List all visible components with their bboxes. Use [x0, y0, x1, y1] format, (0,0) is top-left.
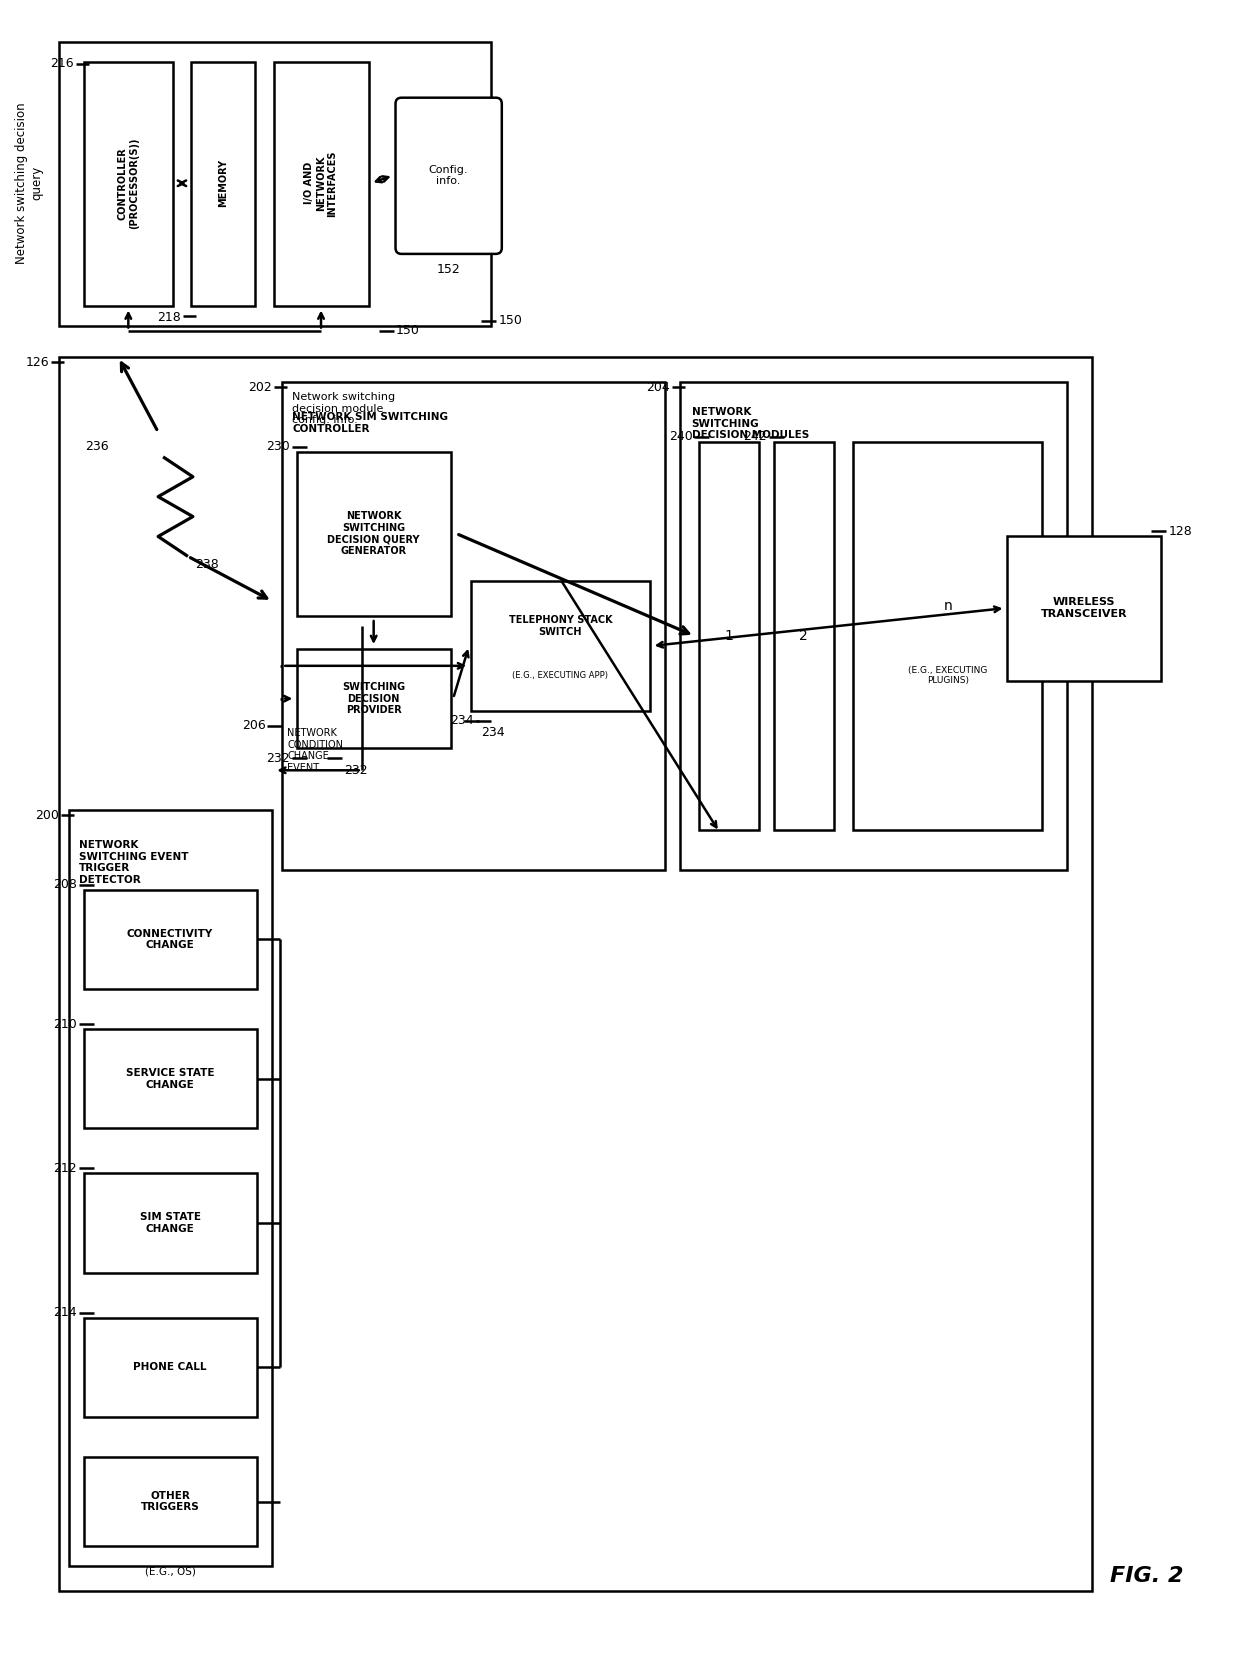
Text: 232: 232 — [343, 764, 367, 777]
Bar — [83, 1318, 258, 1417]
Text: 240: 240 — [668, 430, 692, 443]
Bar — [699, 442, 759, 830]
Text: Config.
info.: Config. info. — [428, 164, 467, 187]
Text: NETWORK
SWITCHING
DECISION MODULES: NETWORK SWITCHING DECISION MODULES — [692, 407, 808, 440]
Text: 234: 234 — [481, 726, 505, 739]
Text: 208: 208 — [53, 878, 77, 892]
Text: 236: 236 — [84, 440, 108, 453]
Text: 204: 204 — [646, 380, 670, 394]
Bar — [774, 442, 833, 830]
Text: OTHER
TRIGGERS: OTHER TRIGGERS — [140, 1490, 200, 1512]
Text: 128: 128 — [1168, 524, 1192, 538]
Bar — [853, 442, 1042, 830]
Text: Network switching
decision module
config. info.: Network switching decision module config… — [293, 392, 396, 425]
Text: SWITCHING
DECISION
PROVIDER: SWITCHING DECISION PROVIDER — [342, 681, 405, 715]
Bar — [298, 648, 451, 748]
Text: SIM STATE
CHANGE: SIM STATE CHANGE — [140, 1212, 201, 1234]
Text: 242: 242 — [744, 430, 768, 443]
Bar — [283, 382, 665, 870]
Bar — [68, 810, 273, 1566]
Text: 218: 218 — [157, 311, 181, 324]
Text: 232: 232 — [267, 753, 290, 764]
Bar — [83, 1457, 258, 1546]
Text: NETWORK
CONDITION
CHANGE
EVENT: NETWORK CONDITION CHANGE EVENT — [288, 728, 343, 772]
Text: CONTROLLER
(PROCESSOR(S)): CONTROLLER (PROCESSOR(S)) — [118, 137, 139, 228]
Bar — [1007, 536, 1162, 681]
Text: NETWORK
SWITCHING EVENT
TRIGGER
DETECTOR: NETWORK SWITCHING EVENT TRIGGER DETECTOR — [78, 840, 188, 885]
Text: PHONE CALL: PHONE CALL — [133, 1363, 207, 1373]
Text: 150: 150 — [498, 314, 523, 327]
Text: NETWORK
SWITCHING
DECISION QUERY
GENERATOR: NETWORK SWITCHING DECISION QUERY GENERAT… — [327, 511, 420, 556]
Text: n: n — [944, 599, 952, 614]
Text: 230: 230 — [267, 440, 290, 453]
Text: Network switching decision
query: Network switching decision query — [15, 103, 43, 265]
Bar — [83, 890, 258, 989]
Bar — [191, 61, 255, 306]
Bar — [298, 452, 451, 615]
Text: 234: 234 — [450, 715, 474, 728]
Text: 206: 206 — [242, 719, 265, 733]
Text: (E.G., OS): (E.G., OS) — [145, 1566, 196, 1576]
Text: (E.G., EXECUTING APP): (E.G., EXECUTING APP) — [512, 672, 609, 680]
Text: 126: 126 — [25, 356, 48, 369]
Text: TELEPHONY STACK
SWITCH: TELEPHONY STACK SWITCH — [508, 615, 613, 637]
Text: WIRELESS
TRANSCEIVER: WIRELESS TRANSCEIVER — [1040, 597, 1127, 619]
Text: FIG. 2: FIG. 2 — [1110, 1566, 1183, 1586]
Bar — [680, 382, 1066, 870]
Text: SERVICE STATE
CHANGE: SERVICE STATE CHANGE — [125, 1068, 215, 1090]
Text: 200: 200 — [35, 809, 58, 822]
Text: (E.G., EXECUTING
PLUGINS): (E.G., EXECUTING PLUGINS) — [908, 667, 987, 685]
Text: MEMORY: MEMORY — [218, 159, 228, 207]
Text: 152: 152 — [436, 263, 460, 276]
Text: I/O AND
NETWORK
INTERFACES: I/O AND NETWORK INTERFACES — [305, 151, 337, 217]
Text: 202: 202 — [248, 380, 273, 394]
Bar — [274, 61, 368, 306]
Bar — [58, 357, 1091, 1591]
Bar — [83, 1173, 258, 1272]
Text: 238: 238 — [195, 557, 218, 571]
Bar — [58, 41, 491, 326]
Text: 2: 2 — [800, 629, 808, 643]
Text: 1: 1 — [725, 629, 734, 643]
Text: 216: 216 — [50, 58, 73, 71]
Text: 214: 214 — [53, 1307, 77, 1318]
FancyBboxPatch shape — [396, 98, 502, 255]
Text: 212: 212 — [53, 1161, 77, 1174]
Bar — [83, 1029, 258, 1128]
Text: 150: 150 — [396, 324, 419, 337]
Text: 210: 210 — [53, 1017, 77, 1030]
Text: NETWORK SIM SWITCHING
CONTROLLER: NETWORK SIM SWITCHING CONTROLLER — [293, 412, 448, 433]
Text: CONNECTIVITY
CHANGE: CONNECTIVITY CHANGE — [126, 928, 213, 951]
Bar — [471, 581, 650, 711]
Bar — [83, 61, 174, 306]
